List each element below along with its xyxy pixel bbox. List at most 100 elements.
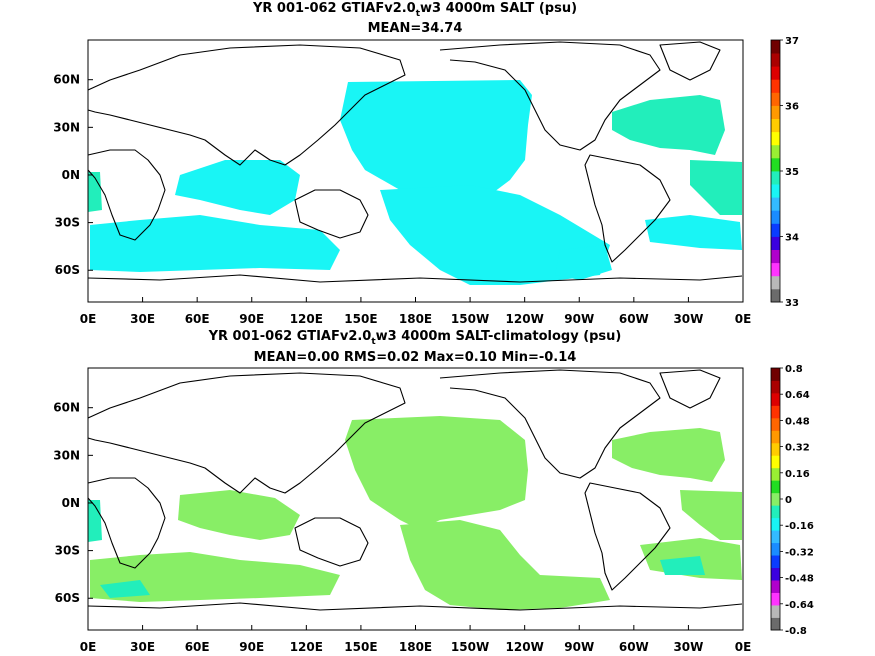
colorbar-tick-label: -0.16 <box>785 521 814 532</box>
axis-ticks: 0E 30E 60E 90E 120E 150E 180E 150W 120W 90W 60W 30W… <box>53 401 751 654</box>
field-region-south-pacific <box>400 520 610 610</box>
colorbar-swatch <box>771 118 780 133</box>
coast-africa <box>87 477 166 569</box>
colorbar-tick-label: 34 <box>785 233 799 244</box>
panel-salt: YR 001-062 GTIAFv2.0tw3 4000m SALT (psu)… <box>53 1 799 326</box>
colorbar-swatch <box>771 567 780 581</box>
colorbar-swatch <box>771 405 780 419</box>
x-tick-label: 90E <box>239 312 264 326</box>
colorbar-swatch <box>771 157 780 172</box>
field-region-north-atlantic <box>612 95 725 155</box>
colorbar-swatch <box>771 131 780 146</box>
colorbar: 0.8 0.64 0.48 0.32 0.16 0 -0.16 -0.32 -0.48 -0.64… <box>770 364 814 637</box>
field-region-atlantic-west <box>88 172 102 212</box>
colorbar-swatch <box>771 53 780 67</box>
colorbar-swatch <box>771 467 780 481</box>
field-region-indian-ocean <box>175 160 300 215</box>
x-tick-label: 60E <box>185 640 210 654</box>
x-tick-label: 180E <box>399 640 432 654</box>
panel-subtitle: MEAN=34.74 <box>368 21 463 36</box>
x-tick-label: 0E <box>735 640 752 654</box>
x-tick-label: 120W <box>506 312 544 326</box>
coast-south-america <box>584 482 671 591</box>
x-tick-label: 90W <box>564 312 594 326</box>
colorbar-swatch <box>771 417 780 431</box>
colorbar-swatch <box>771 555 780 569</box>
colorbar-tick-label: 0 <box>785 495 792 506</box>
colorbar-tick-label: -0.64 <box>785 600 814 611</box>
coast-south-america <box>584 154 671 263</box>
salinity-anomaly-field <box>88 416 742 610</box>
colorbar-swatch <box>771 592 780 606</box>
y-tick-label: 30N <box>53 448 80 462</box>
colorbar-swatch <box>771 605 780 618</box>
colorbar-swatch <box>771 197 780 211</box>
colorbar-swatch <box>771 275 780 290</box>
field-region-indian-ocean <box>178 490 300 540</box>
field-region-south-pacific <box>380 185 610 285</box>
colorbar-swatch <box>771 210 780 224</box>
colorbar-swatch <box>771 617 780 631</box>
colorbar-tick-label: -0.32 <box>785 547 814 558</box>
x-tick-label: 120E <box>290 640 323 654</box>
x-tick-label: 30W <box>673 312 703 326</box>
y-tick-label: 0N <box>62 168 80 182</box>
colorbar-swatch <box>771 184 780 198</box>
colorbar-swatch <box>771 92 780 106</box>
x-tick-label: 150W <box>451 640 489 654</box>
axis-ticks: 0E 30E 60E 90E 120E 150E 180E 150W 120W 90W 60W 30W… <box>53 73 751 326</box>
x-tick-label: 60W <box>619 640 649 654</box>
colorbar-swatch <box>771 380 780 394</box>
colorbar-swatch <box>771 171 780 185</box>
colorbar-tick-label: 0.64 <box>785 390 810 401</box>
coast-australia <box>294 189 369 239</box>
y-tick-label: 30N <box>53 120 80 134</box>
colorbar-swatch <box>771 236 780 250</box>
y-tick-label: 60S <box>55 591 80 605</box>
panel-title: YR 001-062 GTIAFv2.0tw3 4000m SALT-clima… <box>208 329 622 347</box>
colorbar-swatch <box>771 455 780 469</box>
coastlines <box>87 369 743 611</box>
colorbar-swatch <box>771 223 780 237</box>
panel-title: YR 001-062 GTIAFv2.0tw3 4000m SALT (psu) <box>252 1 577 19</box>
x-tick-label: 150E <box>344 312 377 326</box>
field-region-south-atlantic <box>645 215 742 250</box>
y-tick-label: 60N <box>53 73 80 87</box>
y-tick-label: 0N <box>62 496 80 510</box>
colorbar-tick-label: 0.32 <box>785 443 810 454</box>
coast-greenland <box>659 369 721 409</box>
x-tick-label: 90W <box>564 640 594 654</box>
colorbar-swatch <box>771 392 780 406</box>
field-region-southern-ocean <box>90 552 340 602</box>
field-region-southern-ocean <box>90 215 340 272</box>
x-tick-label: 120W <box>506 640 544 654</box>
x-tick-label: 60W <box>619 312 649 326</box>
x-tick-label: 90E <box>239 640 264 654</box>
colorbar-swatch <box>771 542 780 556</box>
colorbar-tick-label: 0.8 <box>785 364 803 375</box>
colorbar-swatch <box>771 144 780 159</box>
x-tick-label: 0E <box>735 312 752 326</box>
colorbar-tick-label: -0.8 <box>785 626 807 637</box>
colorbar-swatch <box>771 505 780 519</box>
y-tick-label: 60N <box>53 401 80 415</box>
field-region-north-pacific <box>340 80 532 195</box>
x-tick-label: 150W <box>451 312 489 326</box>
colorbar-swatch <box>771 79 780 93</box>
colorbar-swatch <box>771 249 780 264</box>
salinity-field <box>88 80 742 285</box>
colorbar-swatch <box>771 517 780 531</box>
colorbar-swatch <box>771 530 780 544</box>
field-region-north-atlantic <box>612 428 725 482</box>
panel-subtitle: MEAN=0.00 RMS=0.02 Max=0.10 Min=-0.14 <box>254 350 577 365</box>
colorbar-swatch <box>771 492 780 506</box>
x-tick-label: 60E <box>185 312 210 326</box>
colorbar-swatch <box>771 442 780 456</box>
x-tick-label: 180E <box>399 312 432 326</box>
colorbar-swatch <box>771 40 780 54</box>
x-tick-label: 30E <box>130 640 155 654</box>
colorbar-swatch <box>771 580 780 593</box>
y-tick-label: 60S <box>55 263 80 277</box>
x-tick-label: 0E <box>80 640 97 654</box>
